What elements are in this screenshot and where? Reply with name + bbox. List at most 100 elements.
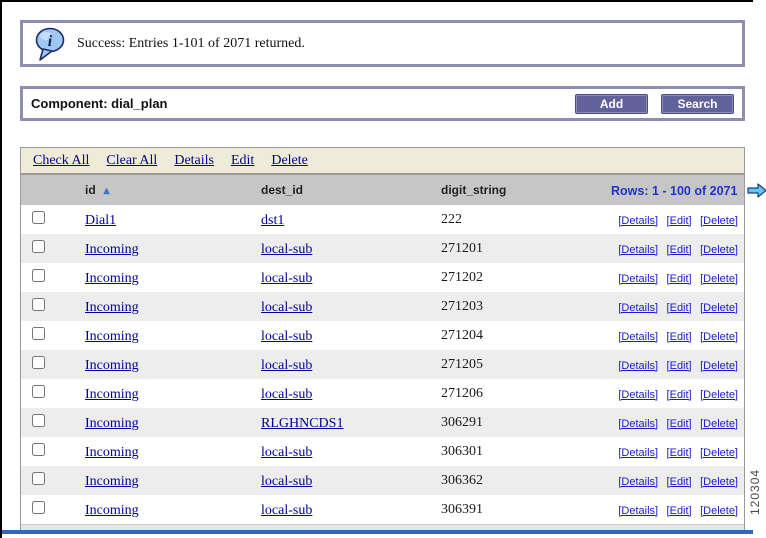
row-digit-string: 271206 [441,385,483,401]
toolbar-link[interactable]: Check All [33,152,90,168]
row-details-link[interactable]: [Details] [618,388,659,401]
toolbar-link[interactable]: Clear All [106,152,158,168]
row-checkbox[interactable] [32,210,45,224]
row-details-link[interactable]: [Details] [618,330,659,343]
row-checkbox[interactable] [32,355,45,369]
row-dest-id-link[interactable]: local-sub [261,270,313,286]
row-edit-link[interactable]: [Edit] [666,214,692,227]
row-delete-link[interactable]: [Delete] [700,301,738,314]
row-delete-link[interactable]: [Delete] [700,330,738,343]
row-edit-link[interactable]: [Edit] [666,330,692,343]
row-id-link[interactable]: Incoming [85,473,139,489]
row-digit-string: 271205 [441,356,483,372]
row-checkbox-cell [21,500,65,519]
row-checkbox[interactable] [32,413,45,427]
row-dest-id-link[interactable]: local-sub [261,241,313,257]
row-checkbox[interactable] [32,500,45,514]
row-edit-link[interactable]: [Edit] [666,272,692,285]
row-edit-link[interactable]: [Edit] [666,475,692,488]
row-details-link[interactable]: [Details] [618,243,659,256]
row-details-link[interactable]: [Details] [618,504,659,517]
row-checkbox[interactable] [32,442,45,456]
row-id-link[interactable]: Incoming [85,299,139,315]
next-page-arrow-icon[interactable] [747,182,766,198]
row-actions: [Details] [Edit] [Delete] [611,472,744,490]
row-delete-link[interactable]: [Delete] [700,417,738,430]
row-edit-link[interactable]: [Edit] [666,417,692,430]
toolbar-link[interactable]: Edit [230,152,255,168]
row-id-link[interactable]: Incoming [85,444,139,460]
row-id-link[interactable]: Dial1 [85,212,117,228]
toolbar-link[interactable]: Details [174,152,214,168]
toolbar-link[interactable]: Delete [271,152,308,168]
row-checkbox-cell [21,442,65,461]
row-edit-link[interactable]: [Edit] [666,359,692,372]
row-id-link[interactable]: Incoming [85,502,139,518]
row-checkbox[interactable] [32,239,45,253]
row-actions: [Details] [Edit] [Delete] [611,327,744,345]
row-delete-link[interactable]: [Delete] [700,475,738,488]
row-id-link[interactable]: Incoming [85,415,139,431]
column-header-dest-id[interactable]: dest_id [261,183,304,197]
row-details-link[interactable]: [Details] [618,475,659,488]
row-dest-id-link[interactable]: local-sub [261,444,313,460]
table-row: Incoming local-sub 271202 [Details] [Edi… [21,263,744,292]
row-edit-link[interactable]: [Edit] [666,243,692,256]
row-edit-link[interactable]: [Edit] [666,504,692,517]
row-digit-string: 271204 [441,327,483,343]
row-dest-id-link[interactable]: local-sub [261,502,313,518]
add-button[interactable]: Add [575,93,648,114]
column-header-id[interactable]: id ▲ [85,183,112,197]
row-dest-id-link[interactable]: dst1 [261,212,285,228]
row-id-link[interactable]: Incoming [85,357,139,373]
svg-text:i: i [48,33,53,50]
row-delete-link[interactable]: [Delete] [700,359,738,372]
row-checkbox-cell [21,239,65,258]
row-delete-link[interactable]: [Delete] [700,272,738,285]
table-row: Incoming local-sub 271205 [Details] [Edi… [21,350,744,379]
row-details-link[interactable]: [Details] [618,417,659,430]
row-id-link[interactable]: Incoming [85,386,139,402]
row-details-link[interactable]: [Details] [618,214,659,227]
row-id-link[interactable]: Incoming [85,270,139,286]
row-checkbox-cell [21,413,65,432]
row-details-link[interactable]: [Details] [618,301,659,314]
row-dest-id-link[interactable]: local-sub [261,386,313,402]
row-delete-link[interactable]: [Delete] [700,214,738,227]
row-dest-id-link[interactable]: local-sub [261,473,313,489]
row-edit-link[interactable]: [Edit] [666,301,692,314]
table-row: Incoming local-sub 306391 [Details] [Edi… [21,495,744,524]
row-actions: [Details] [Edit] [Delete] [611,414,744,432]
table-row: Incoming local-sub 306362 [Details] [Edi… [21,466,744,495]
row-dest-id-link[interactable]: local-sub [261,299,313,315]
row-checkbox[interactable] [32,384,45,398]
row-checkbox[interactable] [32,471,45,485]
row-details-link[interactable]: [Details] [618,446,659,459]
row-edit-link[interactable]: [Edit] [666,446,692,459]
table-row: Incoming local-sub 271204 [Details] [Edi… [21,321,744,350]
row-checkbox-cell [21,297,65,316]
row-delete-link[interactable]: [Delete] [700,243,738,256]
column-header-digit-string[interactable]: digit_string [441,183,507,197]
search-button[interactable]: Search [661,93,734,114]
row-delete-link[interactable]: [Delete] [700,388,738,401]
row-id-link[interactable]: Incoming [85,328,139,344]
row-edit-link[interactable]: [Edit] [666,388,692,401]
row-id-link[interactable]: Incoming [85,241,139,257]
row-delete-link[interactable]: [Delete] [700,446,738,459]
row-dest-id-link[interactable]: local-sub [261,328,313,344]
row-details-link[interactable]: [Details] [618,272,659,285]
sort-asc-icon: ▲ [101,186,112,197]
row-checkbox[interactable] [32,268,45,282]
row-dest-id-link[interactable]: local-sub [261,357,313,373]
row-checkbox[interactable] [32,326,45,340]
row-dest-id-link[interactable]: RLGHNCDS1 [261,415,344,431]
row-delete-link[interactable]: [Delete] [700,504,738,517]
row-checkbox[interactable] [32,297,45,311]
table-toolbar: Check All Clear All Details Edit Delete [21,148,744,175]
table-row: Incoming RLGHNCDS1 306291 [Details] [Edi… [21,408,744,437]
status-bar: i Success: Entries 1-101 of 2071 returne… [20,20,745,67]
table-body: Dial1 dst1 222 [Details] [Edit] [Delete]… [21,205,744,524]
row-details-link[interactable]: [Details] [618,359,659,372]
